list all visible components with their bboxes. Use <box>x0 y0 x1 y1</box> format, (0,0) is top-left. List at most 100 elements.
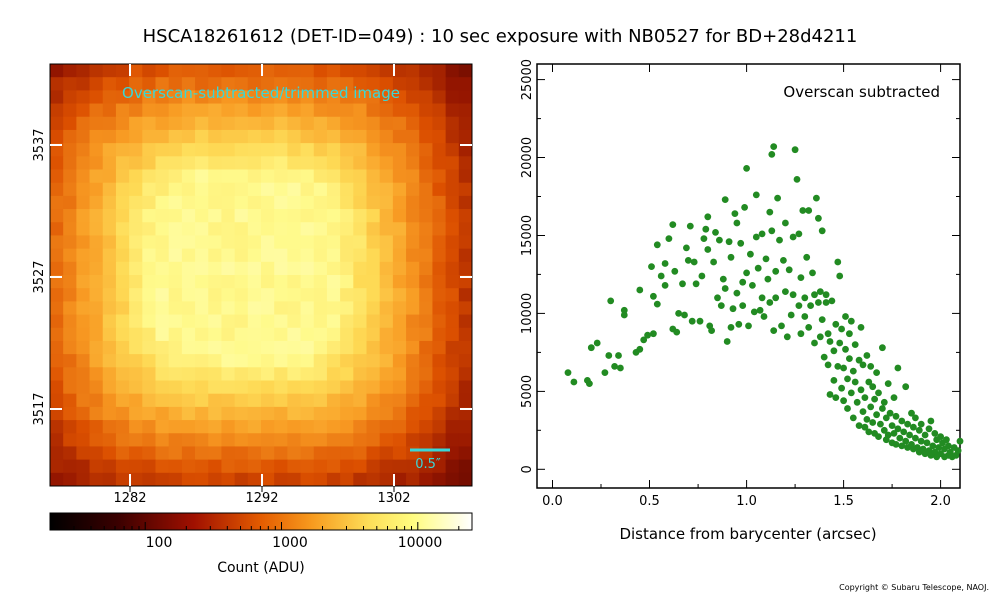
heatmap-cell <box>300 288 315 302</box>
heatmap-cell <box>406 156 420 170</box>
heatmap-cell <box>181 222 196 236</box>
heatmap-cell <box>300 340 315 355</box>
heatmap-cell <box>208 288 222 302</box>
heatmap-cell <box>168 354 183 368</box>
heatmap-cell <box>287 90 301 104</box>
heatmap-cell <box>353 301 367 315</box>
heatmap-cell <box>195 129 209 144</box>
heatmap-cell <box>379 288 394 302</box>
heatmap-cell <box>102 156 117 170</box>
heatmap-cell <box>379 116 394 131</box>
heatmap-cell <box>366 288 381 302</box>
data-point <box>684 257 692 264</box>
heatmap-cell <box>406 129 420 144</box>
heatmap-cell <box>419 143 433 157</box>
heatmap-cell <box>419 354 433 368</box>
heatmap-cell <box>300 143 315 157</box>
data-point <box>605 352 613 359</box>
heatmap-cell <box>340 182 354 197</box>
data-point <box>867 363 875 370</box>
heatmap-cell <box>419 182 433 197</box>
heatmap-cell <box>340 156 354 170</box>
heatmap-cell <box>379 209 394 223</box>
heatmap-cell <box>208 195 222 210</box>
data-point <box>620 306 628 314</box>
heatmap-cell <box>392 380 407 395</box>
heatmap-cell <box>406 314 420 329</box>
heatmap-cell <box>326 248 341 263</box>
heatmap-cell <box>195 380 209 395</box>
heatmap-cell <box>181 472 196 487</box>
heatmap-cell <box>300 472 315 487</box>
heatmap-cell <box>274 195 288 210</box>
heatmap-cell <box>326 446 341 461</box>
heatmap-cell <box>168 143 183 157</box>
data-point <box>816 288 824 295</box>
heatmap-cell <box>419 77 433 91</box>
heatmap-cell <box>379 64 394 78</box>
heatmap-cell <box>313 248 328 263</box>
heatmap-cell <box>261 261 275 276</box>
data-point <box>704 246 712 253</box>
heatmap-cell <box>234 209 249 223</box>
heatmap-cell <box>419 64 433 78</box>
heatmap-cell <box>102 222 117 236</box>
heatmap-cell <box>142 195 156 210</box>
heatmap-cell <box>142 261 156 276</box>
heatmap-cell <box>419 261 433 276</box>
data-point <box>873 369 880 376</box>
data-point <box>871 395 878 403</box>
data-point <box>842 313 849 320</box>
heatmap-cell <box>76 235 90 250</box>
heatmap-cell <box>115 64 130 78</box>
heatmap-cell <box>115 354 130 368</box>
heatmap-cell <box>129 354 143 368</box>
heatmap-cell <box>89 143 104 157</box>
data-point <box>615 352 622 359</box>
heatmap-cell <box>129 222 143 236</box>
heatmap-cell <box>129 275 143 289</box>
heatmap-cell <box>115 275 130 289</box>
heatmap-cell <box>195 261 209 276</box>
data-point <box>607 297 615 305</box>
heatmap-cell <box>432 433 447 447</box>
heatmap-cell <box>102 64 117 78</box>
heatmap-cell <box>287 327 301 342</box>
heatmap-cell <box>379 314 394 329</box>
heatmap-cell <box>129 288 143 302</box>
heatmap-cell <box>406 420 420 434</box>
heatmap-cell <box>234 90 249 104</box>
heatmap-cell <box>432 314 447 329</box>
heatmap-cell <box>129 90 143 104</box>
heatmap-cell <box>234 301 249 315</box>
data-point <box>766 299 774 306</box>
heatmap-cell <box>300 209 315 223</box>
data-point <box>844 405 851 412</box>
heatmap-cell <box>195 459 209 474</box>
data-point <box>733 289 741 297</box>
heatmap-cell <box>419 156 433 170</box>
heatmap-cell <box>300 195 315 210</box>
heatmap-cell <box>234 354 249 368</box>
heatmap-cell <box>115 182 130 197</box>
heatmap-cell <box>353 393 367 408</box>
data-point <box>846 330 853 338</box>
heatmap-cell <box>445 182 460 197</box>
heatmap-cell <box>76 116 90 131</box>
x-tick-label: 1292 <box>245 491 278 506</box>
heatmap-cell <box>50 327 64 342</box>
heatmap-cell <box>221 406 236 421</box>
heatmap-cell <box>340 327 354 342</box>
heatmap-cell <box>300 64 315 78</box>
data-point <box>892 441 900 448</box>
heatmap-cell <box>432 156 447 170</box>
heatmap-cell <box>76 64 90 78</box>
heatmap-cell <box>432 340 447 355</box>
data-point <box>846 355 853 362</box>
heatmap-cell <box>102 367 117 381</box>
heatmap-cell <box>406 77 420 91</box>
heatmap-cell <box>76 195 90 210</box>
heatmap-cell <box>432 301 447 315</box>
heatmap-cell <box>168 433 183 447</box>
data-point <box>754 264 762 272</box>
